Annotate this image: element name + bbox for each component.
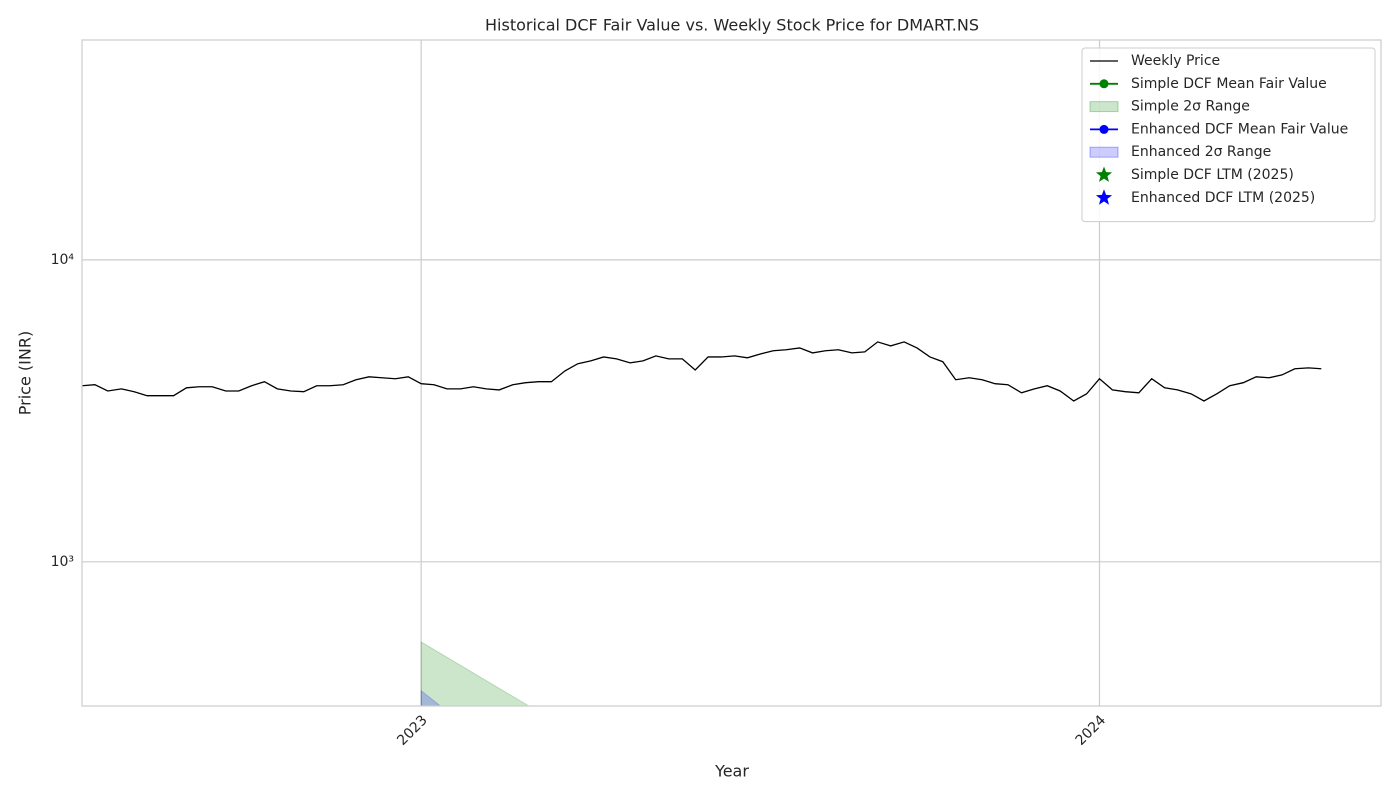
legend-label: Enhanced 2σ Range [1131,144,1271,160]
y-tick-label: 10³ [51,554,74,570]
y-tick-label: 10⁴ [51,252,75,268]
price-line [82,341,1322,402]
legend-marker [1099,124,1109,134]
range-band [420,689,442,706]
legend-label: Simple DCF LTM (2025) [1131,167,1294,183]
legend-item: Enhanced DCF Mean Fair Value [1090,121,1348,137]
legend-label: Weekly Price [1131,53,1220,69]
axes-frame [81,39,1382,707]
legend-marker [1099,79,1109,89]
chart-title: Historical DCF Fair Value vs. Weekly Sto… [485,16,979,35]
legend-marker [1095,166,1113,182]
legend-item: Simple DCF LTM (2025) [1095,166,1294,183]
legend-item: Simple 2σ Range [1089,99,1250,115]
legend-label: Simple DCF Mean Fair Value [1131,76,1327,92]
legend-swatch [1089,101,1119,113]
legend-label: Enhanced DCF Mean Fair Value [1131,121,1348,137]
plot-area [82,341,1322,706]
legend-swatch [1089,146,1119,158]
x-axis-label: Year [714,762,749,781]
legend-item: Enhanced DCF LTM (2025) [1095,189,1315,206]
legend-item: Weekly Price [1090,53,1220,69]
range-band [420,641,530,706]
legend-box [1081,47,1376,223]
legend-label: Enhanced DCF LTM (2025) [1131,190,1315,206]
legend-marker [1095,189,1113,205]
legend-item: Simple DCF Mean Fair Value [1090,76,1327,92]
y-axis-label: Price (INR) [16,331,35,415]
legend: Weekly Price Simple DCF Mean Fair Value Si… [1081,47,1376,223]
legend-label: Simple 2σ Range [1131,99,1250,115]
legend-item: Enhanced 2σ Range [1089,144,1271,160]
